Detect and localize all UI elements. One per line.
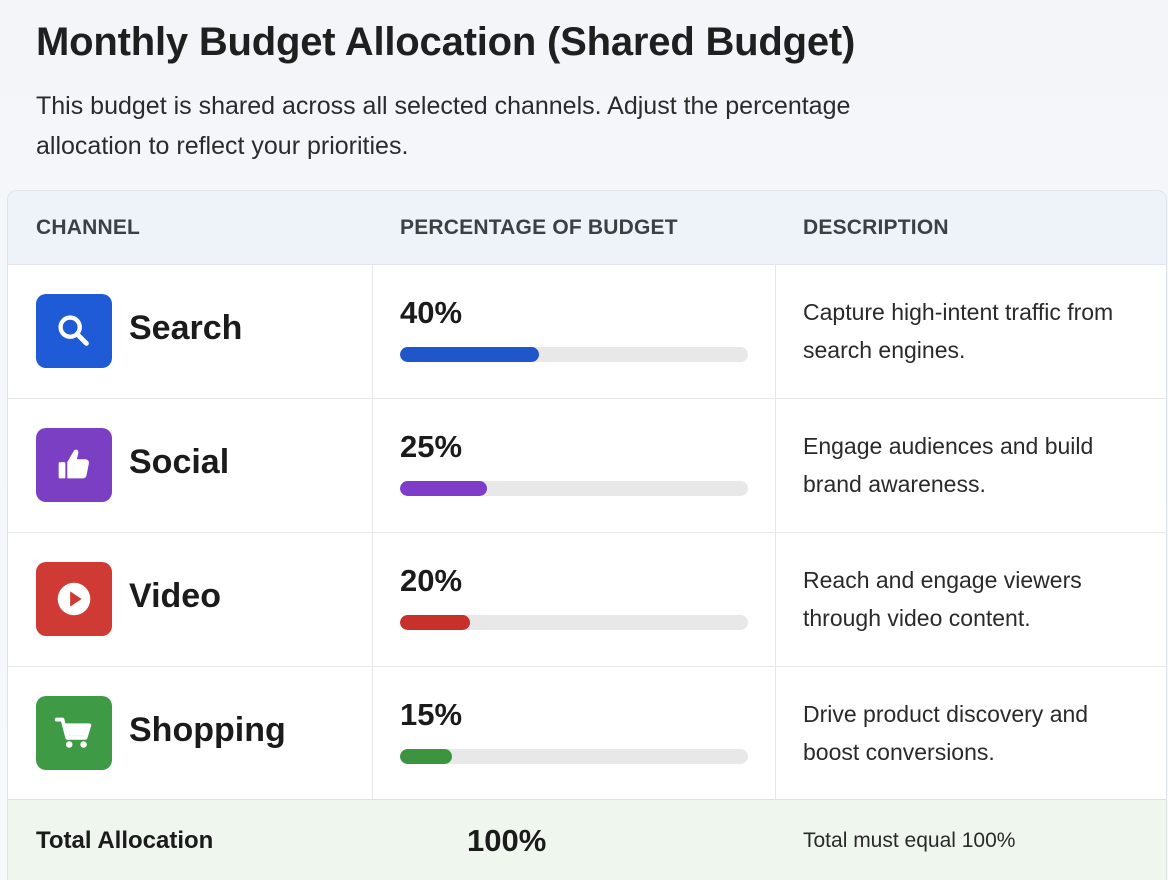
channel-name: Social <box>129 443 230 481</box>
allocation-bar-fill <box>400 481 487 496</box>
percentage-value: 20% <box>400 563 463 598</box>
channel-row-video: Video 20% Reach and engage viewers throu… <box>8 533 1166 667</box>
channel-description: Capture high-intent traffic from search … <box>803 299 1114 363</box>
table-header: CHANNEL PERCENTAGE OF BUDGET DESCRIPTION <box>8 191 1166 265</box>
allocation-bar-fill <box>400 615 470 630</box>
budget-allocation-table: CHANNEL PERCENTAGE OF BUDGET DESCRIPTION… <box>7 190 1167 880</box>
allocation-bar-fill <box>400 347 540 362</box>
thumbs-up-icon-glyph <box>58 449 89 479</box>
total-note: Total must equal 100% <box>803 829 1016 852</box>
thumbs-up-icon <box>36 428 112 502</box>
allocation-bar[interactable] <box>400 615 748 630</box>
allocation-bar[interactable] <box>400 749 748 764</box>
percentage-value: 40% <box>400 295 463 330</box>
channel-row-shopping: Shopping 15% Drive product discovery and… <box>8 667 1166 801</box>
channel-description: Drive product discovery and boost conver… <box>803 701 1089 765</box>
column-header-percentage: PERCENTAGE OF BUDGET <box>400 216 678 239</box>
play-icon <box>36 562 112 636</box>
channel-row-search: Search 40% Capture high-intent traffic f… <box>8 265 1166 399</box>
column-header-description: DESCRIPTION <box>803 216 949 239</box>
search-icon-glyph <box>58 315 89 346</box>
percentage-value: 25% <box>400 429 463 464</box>
channel-row-social: Social 25% Engage audiences and build br… <box>8 399 1166 533</box>
total-label: Total Allocation <box>36 827 214 854</box>
play-icon-glyph <box>57 582 91 616</box>
allocation-bar[interactable] <box>400 481 748 496</box>
total-allocation-row: Total Allocation 100% Total must equal 1… <box>8 799 1166 880</box>
percentage-value: 15% <box>400 697 463 732</box>
channel-name: Shopping <box>129 711 286 749</box>
allocation-bar-fill <box>400 749 453 764</box>
total-value: 100% <box>467 823 547 858</box>
channel-description: Reach and engage viewers through video c… <box>803 567 1082 631</box>
shopping-cart-icon <box>36 696 112 770</box>
column-header-channel: CHANNEL <box>36 216 141 239</box>
shopping-cart-icon-glyph <box>54 717 92 748</box>
channel-description: Engage audiences and build brand awarene… <box>803 433 1094 497</box>
page-title: Monthly Budget Allocation (Shared Budget… <box>36 20 856 64</box>
channel-name: Search <box>129 309 243 347</box>
allocation-bar[interactable] <box>400 347 748 362</box>
page-subtitle: This budget is shared across all selecte… <box>36 92 851 160</box>
channel-name: Video <box>129 577 221 615</box>
search-icon <box>36 294 112 368</box>
